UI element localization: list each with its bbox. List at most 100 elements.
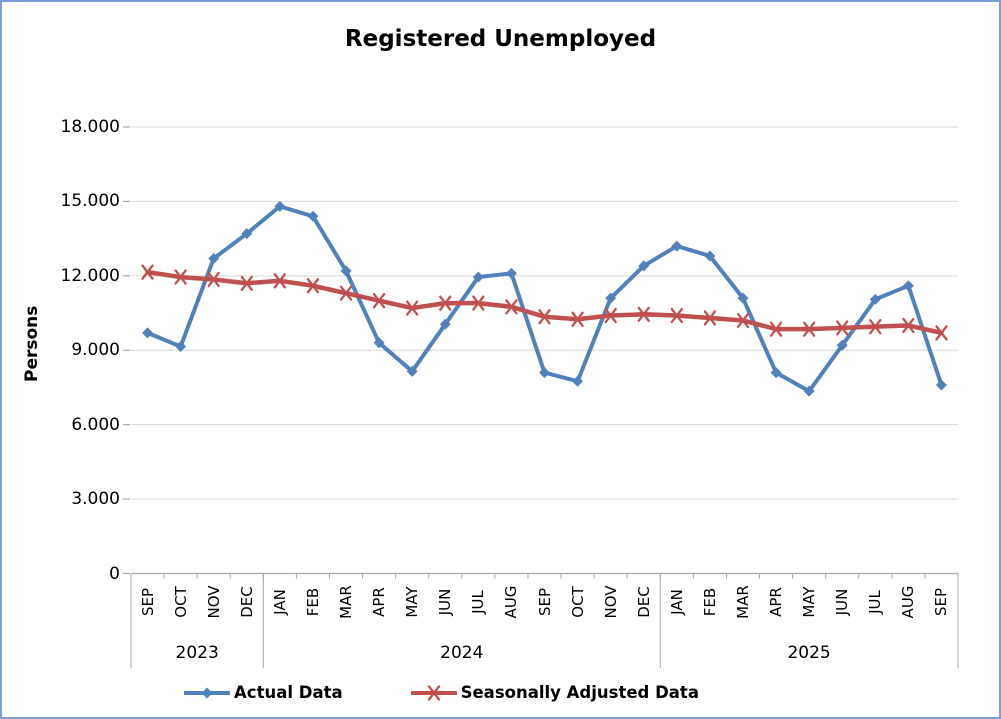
marker xyxy=(372,292,386,309)
marker xyxy=(207,271,220,288)
x-axis xyxy=(130,572,959,579)
series-line xyxy=(145,269,944,336)
x-axis-label: SEP xyxy=(932,587,951,617)
marker xyxy=(472,295,485,311)
chart-title: Registered Unemployed xyxy=(344,26,657,52)
x-axis-label: DEC xyxy=(237,586,256,618)
marker xyxy=(142,327,154,339)
marker xyxy=(406,300,419,316)
marker xyxy=(539,367,550,379)
y-tick-label: 3.000 xyxy=(71,489,120,510)
marker xyxy=(902,280,914,292)
marker xyxy=(638,260,650,272)
marker xyxy=(703,310,717,326)
marker xyxy=(869,319,882,335)
y-tick-label: 0 xyxy=(109,563,120,584)
year-label: 2024 xyxy=(440,643,484,663)
y-tick-label: 9.000 xyxy=(71,340,120,361)
x-axis-label: AUG xyxy=(502,585,521,619)
year-separators xyxy=(130,573,959,668)
marker xyxy=(427,684,440,701)
x-axis-label: FEB xyxy=(303,587,322,617)
marker xyxy=(339,285,353,301)
x-axis-label: FEB xyxy=(700,587,719,617)
x-axis-label: JUN xyxy=(436,588,455,616)
x-axis-label: OCT xyxy=(171,586,190,618)
x-axis-label: JUN xyxy=(833,588,852,616)
marker xyxy=(273,273,287,289)
year-label: 2023 xyxy=(175,643,219,663)
marker xyxy=(571,311,584,327)
x-axis-label: SEP xyxy=(138,587,157,617)
y-tick-label: 18.000 xyxy=(60,117,120,137)
series-actual-data xyxy=(142,200,947,397)
marker xyxy=(836,339,848,351)
x-axis-label: APR xyxy=(767,587,786,617)
marker xyxy=(736,312,750,329)
marker xyxy=(605,292,617,304)
x-axis-label: AUG xyxy=(899,585,918,619)
marker xyxy=(671,240,683,252)
marker xyxy=(439,318,451,330)
legend-label-seasonally-adjusted-data: Seasonally Adjusted Data xyxy=(460,683,699,702)
marker xyxy=(737,292,749,304)
x-axis-label: JAN xyxy=(667,589,686,615)
x-axis-label: MAR xyxy=(733,585,752,619)
x-axis-label: MAY xyxy=(403,586,422,618)
marker xyxy=(769,321,783,337)
marker xyxy=(406,365,418,377)
marker xyxy=(935,379,947,391)
marker xyxy=(935,325,948,341)
series-seasonally-adjusted-data xyxy=(141,264,948,341)
marker xyxy=(869,293,881,305)
marker xyxy=(902,317,915,334)
marker xyxy=(538,309,551,325)
marker xyxy=(704,250,716,262)
marker xyxy=(505,267,517,279)
y-tick-label: 12.000 xyxy=(60,265,120,286)
marker xyxy=(201,687,213,698)
seasonally-adjusted-line-icon xyxy=(410,684,457,701)
marker xyxy=(505,299,518,315)
marker xyxy=(637,306,650,322)
gridlines xyxy=(123,126,958,575)
marker xyxy=(274,200,286,212)
legend: Actual Data Seasonally Adjusted Data xyxy=(2,683,999,702)
marker xyxy=(439,295,452,311)
x-axis-label: NOV xyxy=(601,585,620,619)
y-tick-label: 15.000 xyxy=(60,191,120,212)
x-axis-label: JUL xyxy=(866,590,885,614)
x-axis-label: MAY xyxy=(800,586,819,618)
x-axis-label: SEP xyxy=(535,587,554,617)
x-axis-label: JAN xyxy=(270,589,289,615)
marker xyxy=(472,271,484,283)
marker xyxy=(240,275,253,291)
legend-label-actual-data: Actual Data xyxy=(234,683,343,702)
legend-item-actual-data: Actual Data xyxy=(184,683,343,702)
actual-data-line-icon xyxy=(184,687,231,698)
marker xyxy=(241,228,253,240)
x-axis-label: NOV xyxy=(204,585,223,619)
marker xyxy=(836,320,849,336)
marker xyxy=(373,337,385,349)
legend-item-seasonally-adjusted-data: Seasonally Adjusted Data xyxy=(410,683,699,702)
year-label: 2025 xyxy=(787,643,831,663)
marker xyxy=(340,265,352,277)
x-axis-label: JUL xyxy=(469,590,488,614)
series-line xyxy=(145,204,944,394)
marker xyxy=(572,375,584,387)
marker xyxy=(307,210,319,222)
marker xyxy=(141,264,154,280)
marker xyxy=(175,341,187,353)
x-axis-label: OCT xyxy=(568,586,587,618)
marker xyxy=(604,307,617,324)
marker xyxy=(770,367,782,379)
marker xyxy=(174,269,187,285)
marker xyxy=(670,307,683,324)
marker xyxy=(208,252,220,264)
x-axis-label: APR xyxy=(370,587,389,617)
y-tick-label: 6.000 xyxy=(71,414,120,435)
marker xyxy=(306,278,320,294)
